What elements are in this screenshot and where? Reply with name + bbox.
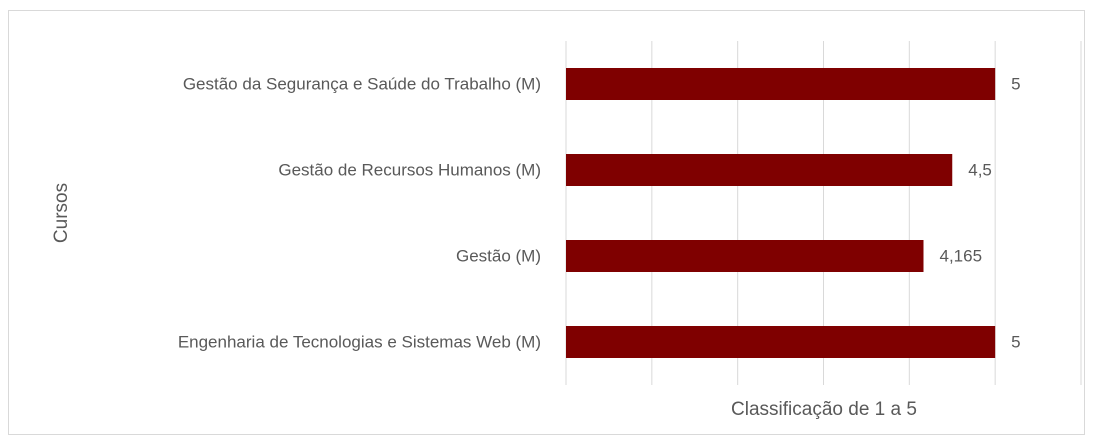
value-label: 4,5 [968,160,992,179]
bar [566,154,953,186]
y-tick-label: Gestão de Recursos Humanos (M) [278,160,541,179]
value-label: 4,165 [939,246,982,265]
value-label: 5 [1011,332,1020,351]
bar [566,68,996,100]
y-tick-label: Gestão da Segurança e Saúde do Trabalho … [183,74,541,93]
y-axis-title: Cursos [51,183,72,243]
y-tick-label: Gestão (M) [456,246,541,265]
value-label: 5 [1011,74,1020,93]
x-axis-title: Classificação de 1 a 5 [731,399,917,420]
bar [566,326,996,358]
y-tick-label: Engenharia de Tecnologias e Sistemas Web… [178,332,541,351]
bar [566,240,924,272]
